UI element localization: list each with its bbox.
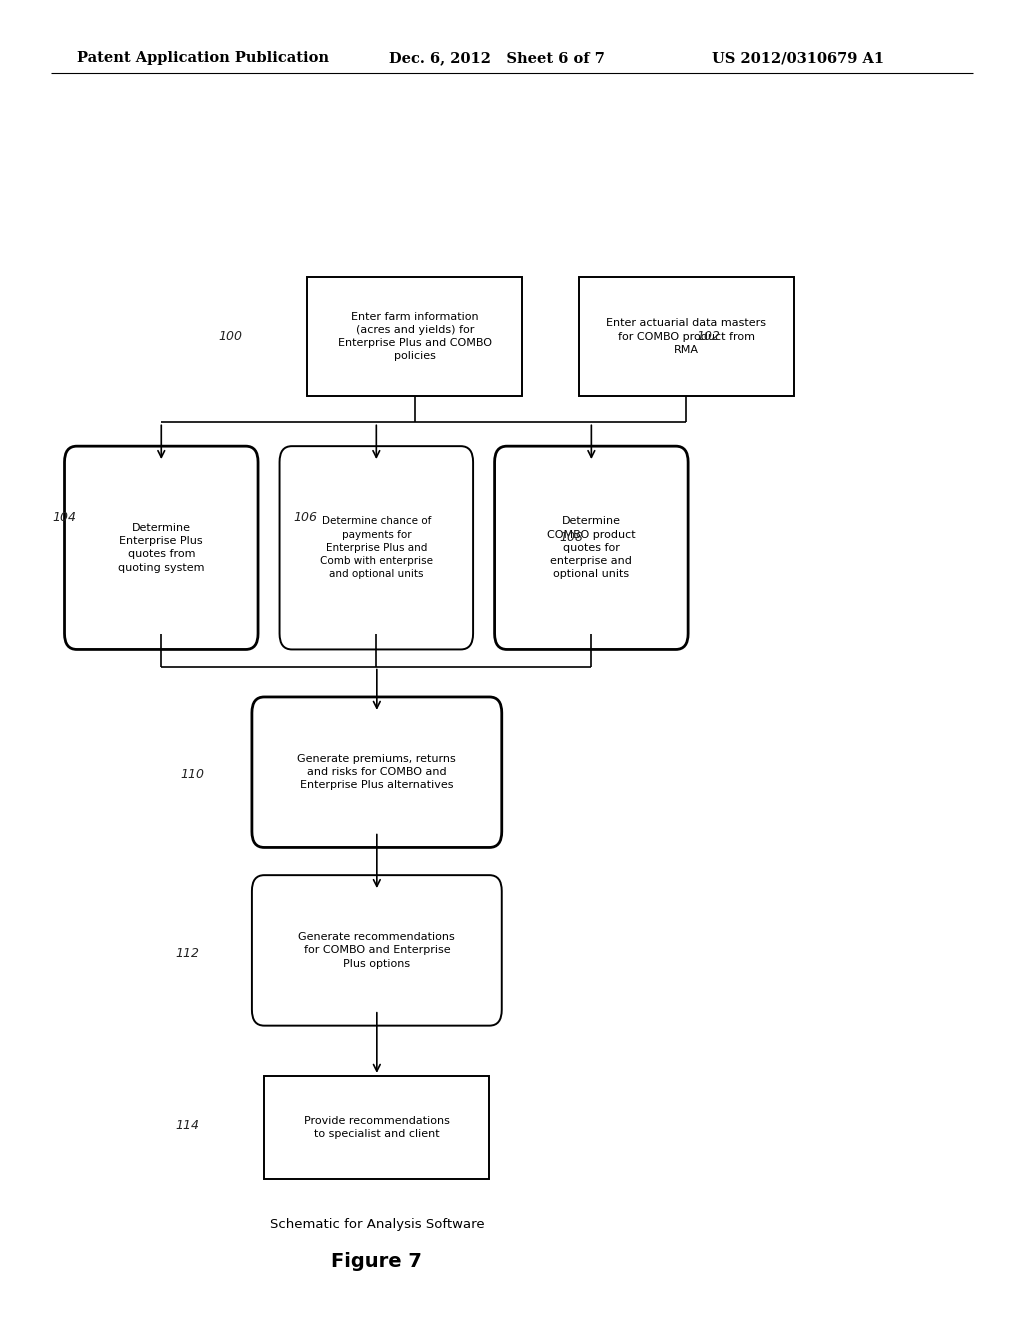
Text: Figure 7: Figure 7 <box>332 1253 422 1271</box>
Text: 102: 102 <box>696 330 721 343</box>
Text: 106: 106 <box>293 511 317 524</box>
Text: 112: 112 <box>175 946 200 960</box>
Text: Determine
COMBO product
quotes for
enterprise and
optional units: Determine COMBO product quotes for enter… <box>547 516 636 579</box>
Text: 100: 100 <box>218 330 243 343</box>
Text: Patent Application Publication: Patent Application Publication <box>77 51 329 65</box>
FancyBboxPatch shape <box>65 446 258 649</box>
Bar <box>307 277 522 396</box>
FancyBboxPatch shape <box>252 875 502 1026</box>
Text: US 2012/0310679 A1: US 2012/0310679 A1 <box>712 51 884 65</box>
FancyBboxPatch shape <box>495 446 688 649</box>
Text: 114: 114 <box>175 1119 200 1133</box>
Text: Schematic for Analysis Software: Schematic for Analysis Software <box>269 1218 484 1232</box>
Text: 108: 108 <box>559 531 584 544</box>
Bar <box>579 277 794 396</box>
Text: Determine
Enterprise Plus
quotes from
quoting system: Determine Enterprise Plus quotes from qu… <box>118 523 205 573</box>
Text: Enter actuarial data masters
for COMBO product from
RMA: Enter actuarial data masters for COMBO p… <box>606 318 766 355</box>
Text: 110: 110 <box>180 768 205 781</box>
Text: Provide recommendations
to specialist and client: Provide recommendations to specialist an… <box>304 1115 450 1139</box>
Text: Generate recommendations
for COMBO and Enterprise
Plus options: Generate recommendations for COMBO and E… <box>298 932 456 969</box>
Text: Enter farm information
(acres and yields) for
Enterprise Plus and COMBO
policies: Enter farm information (acres and yields… <box>338 312 492 362</box>
FancyBboxPatch shape <box>280 446 473 649</box>
Bar <box>264 1076 489 1179</box>
Text: Dec. 6, 2012   Sheet 6 of 7: Dec. 6, 2012 Sheet 6 of 7 <box>389 51 605 65</box>
Text: Determine chance of
payments for
Enterprise Plus and
Comb with enterprise
and op: Determine chance of payments for Enterpr… <box>319 516 433 579</box>
Text: Generate premiums, returns
and risks for COMBO and
Enterprise Plus alternatives: Generate premiums, returns and risks for… <box>297 754 457 791</box>
FancyBboxPatch shape <box>252 697 502 847</box>
Text: 104: 104 <box>52 511 77 524</box>
